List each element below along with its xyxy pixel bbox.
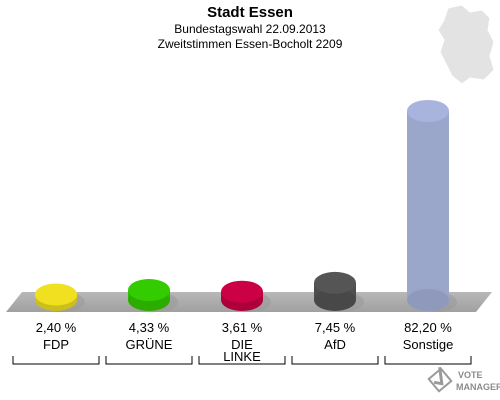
watermark-line2: MANAGER [456,382,500,392]
bar-top [314,271,356,294]
bar-top [128,279,170,302]
bar-grüne [128,279,178,312]
category-bracket [105,356,193,365]
bar-sonstige [407,99,457,312]
chart-header: Stadt Essen Bundestagswahl 22.09.2013 Zw… [0,4,500,52]
category-label: GRÜNE [126,337,173,352]
value-label: 82,20 % [404,320,452,335]
category-label: DIE [231,337,253,352]
bar-base [407,289,449,311]
category-bracket [12,356,100,365]
bar-body [407,110,449,300]
bars-group [35,99,457,312]
watermark-line1: VOTE [458,370,483,380]
category-bracket [291,356,379,365]
category-label: AfD [324,337,346,352]
bar-top [407,99,449,122]
chart-title: Stadt Essen [207,4,293,21]
category-label: Sonstige [403,337,454,352]
bar-top [35,283,77,306]
value-label: 3,61 % [222,320,263,335]
chart-subtitle-date: Bundestagswahl 22.09.2013 [174,22,326,36]
category-label: LINKE [223,349,261,364]
value-label: 2,40 % [36,320,77,335]
value-label: 4,33 % [129,320,170,335]
bar-afd [314,271,364,312]
vote-manager-logo: VOTE MANAGER [427,367,500,393]
bar-top [221,280,263,303]
category-label: FDP [43,337,69,352]
chart-subtitle-district: Zweitstimmen Essen-Bocholt 2209 [157,37,343,51]
bar-die-linke [221,280,271,312]
bar-base [314,289,356,311]
category-bracket [198,356,286,365]
bar-fdp [35,283,85,312]
value-label: 7,45 % [315,320,356,335]
category-bracket [384,356,472,365]
germany-map-icon [437,4,495,85]
